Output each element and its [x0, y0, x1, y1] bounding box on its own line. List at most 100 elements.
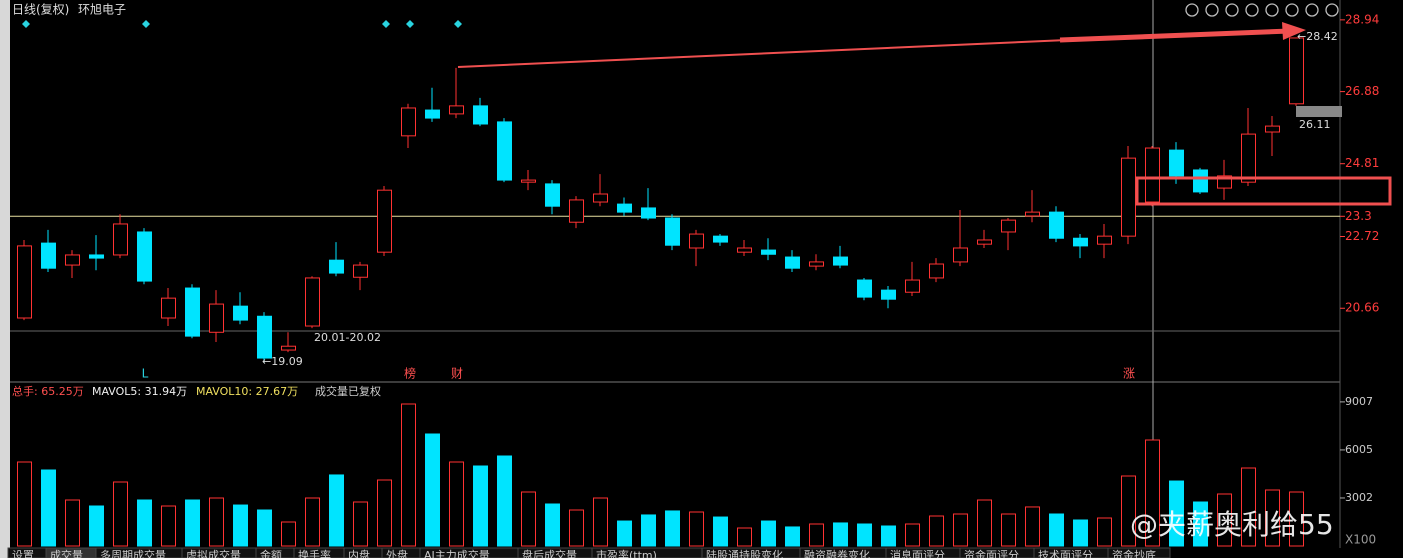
candle-body [953, 247, 968, 263]
annotation: 20.01-20.02 [314, 331, 381, 344]
volume-bar [1049, 513, 1064, 547]
volume-bar [209, 497, 224, 547]
annotation: 涨 [1123, 366, 1135, 381]
candle-body [113, 223, 128, 256]
annotation: 26.11 [1299, 118, 1331, 131]
volume-bar [1241, 467, 1256, 547]
candle-body [137, 231, 152, 282]
tab-label[interactable]: 融资融券变化 [804, 548, 870, 558]
candle-body [905, 279, 920, 293]
candle-body [665, 217, 680, 246]
volume-bar [1073, 519, 1088, 547]
tab-label[interactable]: 虚拟成交量 [186, 548, 241, 558]
watermark: @夹薪奥利给55 [1130, 508, 1334, 541]
volume-bar [1145, 439, 1160, 547]
volume-bar [665, 510, 680, 547]
volume-bar [857, 523, 872, 547]
y-tick-label: 23.3 [1345, 209, 1372, 223]
tab-label[interactable]: 消息面评分 [890, 548, 945, 558]
y-tick-label: 3002 [1345, 491, 1373, 504]
tab-label[interactable]: 换手率 [298, 548, 331, 558]
volume-bar [569, 509, 584, 547]
volume-bar [521, 491, 536, 547]
candle-body [1241, 133, 1256, 183]
volume-bar [41, 469, 56, 547]
tab-label[interactable]: 外盘 [386, 548, 408, 558]
candle-body [17, 245, 32, 319]
tab-label[interactable]: 盘后成交量 [522, 548, 577, 558]
toolbar-icons[interactable] [1185, 3, 1339, 17]
y-tick-label: 6005 [1345, 443, 1373, 456]
tab-label[interactable]: 资金抄底 [1112, 548, 1156, 558]
volume-bar [689, 511, 704, 547]
candle-body [281, 345, 296, 351]
tab-label[interactable]: 资金面评分 [964, 548, 1019, 558]
tab-label[interactable]: 多周期成交量 [100, 548, 166, 558]
volume-bar [617, 520, 632, 547]
volume-bar [401, 403, 416, 547]
annotation: 榜 [404, 366, 416, 381]
volume-bar [953, 513, 968, 547]
candle-body [569, 199, 584, 223]
volume-bar [377, 479, 392, 547]
tab-label[interactable]: 设置 [12, 549, 34, 558]
candle-body [473, 105, 488, 125]
volume-bar [425, 433, 440, 547]
tab-label[interactable]: 金额 [260, 548, 282, 558]
annotation: L [142, 367, 149, 381]
candle-body [521, 179, 536, 183]
volume-bar [353, 501, 368, 547]
volume-bar [785, 526, 800, 547]
legend-entry: MAVOL10: 27.67万 [196, 385, 298, 398]
volume-bar [17, 461, 32, 547]
candle-body [641, 207, 656, 219]
candle-body [1121, 157, 1136, 237]
candle-body [689, 233, 704, 249]
candle-body [1073, 237, 1088, 247]
candle-body [185, 287, 200, 337]
volume-bar [641, 514, 656, 547]
candle-body [593, 193, 608, 203]
volume-bar [185, 499, 200, 547]
price-marker [1296, 106, 1342, 117]
tab-label[interactable]: 技术面评分 [1038, 549, 1093, 558]
volume-bar [1121, 475, 1136, 547]
tab-label[interactable]: 成交量 [50, 548, 83, 558]
highlight-box [1135, 176, 1392, 206]
candle-body [809, 261, 824, 267]
tab-label[interactable]: 市盈率(ttm) [596, 548, 657, 558]
candle-body [737, 247, 752, 253]
tab-label[interactable]: AI主力成交量 [424, 548, 490, 558]
chart-title: 日线(复权) [12, 3, 69, 17]
signal-markers [22, 20, 462, 28]
volume-bar [929, 515, 944, 547]
volume-bar [593, 497, 608, 547]
volume-bar [257, 509, 272, 547]
candle-body [713, 235, 728, 243]
tab-label[interactable]: 陆股通持股变化 [706, 548, 783, 558]
tab-label[interactable]: 内盘 [348, 548, 370, 558]
volume-bar [1217, 493, 1232, 547]
candle-body [305, 277, 320, 327]
volume-bar [161, 505, 176, 547]
candle-body [1265, 125, 1280, 133]
candle-body [401, 107, 416, 137]
volume-bar [881, 525, 896, 547]
stock-name: 环旭电子 [78, 3, 126, 17]
tab[interactable] [1107, 547, 1171, 558]
volume-bar [497, 455, 512, 547]
tab-bar: 设置 成交量 多周期成交量 虚拟成交量 金额 换手率 内盘 外盘 AI主力成交量 盘后成交量 市盈率… [7, 547, 1171, 558]
y-tick-label: 28.94 [1345, 12, 1379, 26]
candle-body [1001, 219, 1016, 233]
candle-body [377, 189, 392, 253]
volume-bar [713, 516, 728, 547]
annotation-arrow [1059, 28, 1291, 43]
candle-body [1169, 149, 1184, 177]
plot: 20.66 22.72 23.3 24.81 26.88 28.94 L 榜 财 涨 ←19.09 2… [10, 12, 1379, 547]
candle-body [497, 121, 512, 181]
candle-body [449, 105, 464, 115]
candle-body [233, 305, 248, 321]
y-tick-label: 22.72 [1345, 229, 1379, 243]
